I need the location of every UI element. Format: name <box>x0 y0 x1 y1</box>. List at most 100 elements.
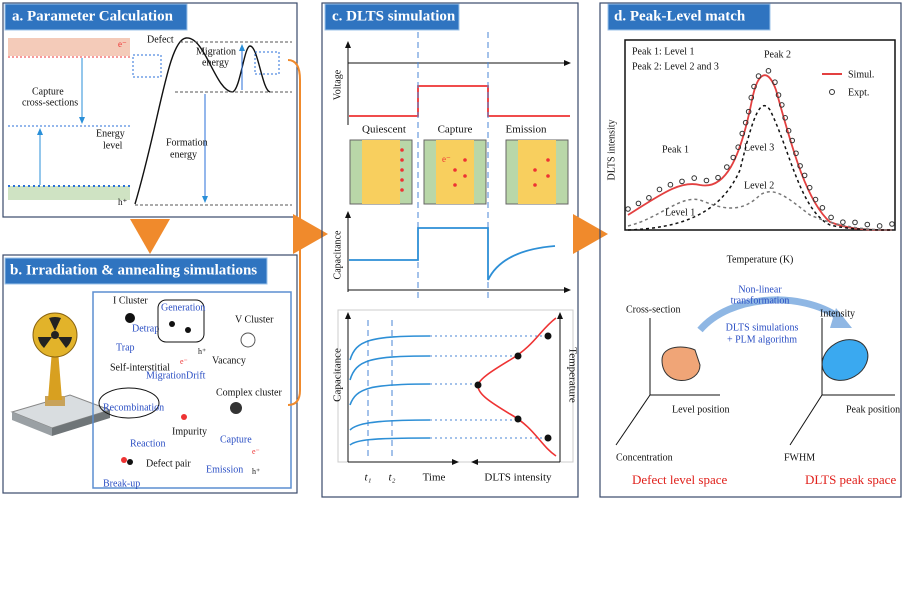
panel-a: a. Parameter Calculation e⁻ h⁺ Capture c… <box>2 2 298 218</box>
simulated-curve <box>627 74 893 231</box>
expt-point <box>772 79 778 86</box>
axis-label: DLTS intensity <box>484 472 552 484</box>
panel-header <box>324 3 460 31</box>
panel-d: d. Peak-Level match Peak 1: Level 1 Peak… <box>599 2 902 498</box>
label: Capture <box>438 124 473 136</box>
defect-shape <box>661 346 701 381</box>
energy-curve <box>134 37 271 205</box>
legend-swatch <box>829 89 835 95</box>
label: Defect pair <box>146 458 191 469</box>
expt-point <box>775 92 782 98</box>
expt-point <box>840 219 846 225</box>
label: h⁺ <box>198 347 206 356</box>
atom <box>127 459 133 465</box>
expt-point <box>679 178 685 185</box>
label: Drift <box>186 370 206 381</box>
expt-point <box>765 68 772 74</box>
axis-label: Capacitance <box>332 348 344 402</box>
axis-label: Intensity <box>820 308 855 319</box>
label: Quiescent <box>362 124 406 136</box>
label: Peak 2: Level 2 and 3 <box>632 61 719 72</box>
label: Non-linear <box>738 284 782 295</box>
expt-point <box>715 174 721 181</box>
label: transformation <box>731 295 790 306</box>
conduction-band <box>8 38 130 56</box>
expt-point <box>625 206 631 212</box>
simulation-box <box>92 291 292 489</box>
label: Defect <box>147 34 174 45</box>
expt-point <box>797 163 803 169</box>
plot-frame <box>624 39 896 231</box>
axis-label: Time <box>423 472 446 484</box>
label: e⁻ <box>180 357 188 366</box>
label: cross-sections <box>22 97 78 108</box>
label: V Cluster <box>235 314 274 325</box>
atom <box>181 414 187 420</box>
label: Complex cluster <box>216 387 282 398</box>
voltage-pulse <box>349 85 570 117</box>
panel-header <box>4 3 188 31</box>
legend-label: Simul. <box>848 69 874 80</box>
label: Formation <box>166 137 208 148</box>
expt-point <box>785 127 792 134</box>
atom <box>121 457 127 463</box>
label: Capture <box>32 86 64 97</box>
expt-point <box>852 219 858 226</box>
label: + PLM algorithm <box>727 334 797 345</box>
label: Impurity <box>172 426 207 437</box>
expt-point <box>646 195 652 201</box>
panel-b: b. Irradiation & annealing simulations I… <box>2 254 298 494</box>
axis-label: Temperature <box>566 347 578 403</box>
capacitance-trace <box>349 227 556 281</box>
expt-point <box>703 177 710 184</box>
label: Generation <box>161 302 205 313</box>
axis-label: Temperature (K) <box>727 254 794 265</box>
transform-arrow <box>697 296 843 333</box>
axis-label: Capacitance <box>332 230 343 279</box>
expt-point <box>876 223 883 229</box>
radiation-symbol <box>51 331 59 339</box>
generation-box <box>157 299 205 343</box>
recombination-oval <box>98 387 160 419</box>
label: e⁻ <box>252 447 260 456</box>
label: Peak 2 <box>764 49 791 60</box>
peak-shape <box>821 339 869 381</box>
expt-point <box>779 102 785 108</box>
expt-point <box>745 108 752 115</box>
legend-label: Expt. <box>848 87 869 98</box>
label: h⁺ <box>252 467 260 476</box>
level-curves <box>627 191 893 231</box>
projection-lines <box>430 335 548 439</box>
label: Self-interstitial <box>110 362 170 373</box>
irradiated-area <box>45 396 65 406</box>
expt-point <box>739 130 746 137</box>
label: Peak 1 <box>662 144 689 155</box>
expt-point <box>828 214 834 221</box>
valence-band <box>8 186 130 200</box>
electron-label: e⁻ <box>118 39 127 49</box>
atom <box>230 402 242 414</box>
label: energy <box>170 149 197 160</box>
atom <box>185 327 191 333</box>
beam <box>48 350 62 400</box>
label: I Cluster <box>113 295 148 306</box>
expt-point <box>742 119 749 126</box>
axis-label: Concentration <box>616 452 673 463</box>
hole-label: h⁺ <box>118 197 128 207</box>
expt-point <box>755 73 762 79</box>
expt-point <box>730 154 737 161</box>
label: Emission <box>206 464 243 475</box>
expt-point <box>793 150 799 157</box>
expt-point <box>782 115 788 121</box>
axis-label: Level position <box>672 404 730 415</box>
axis-label: Cross-section <box>626 304 680 315</box>
expt-point <box>864 221 871 228</box>
transform-arrow <box>830 308 852 328</box>
label: Reaction <box>130 438 166 449</box>
expt-point <box>735 144 742 150</box>
expt-point <box>789 137 795 144</box>
expt-point <box>806 184 813 191</box>
atom <box>240 332 256 348</box>
expt-point <box>724 164 730 170</box>
defect-icon <box>132 54 162 78</box>
